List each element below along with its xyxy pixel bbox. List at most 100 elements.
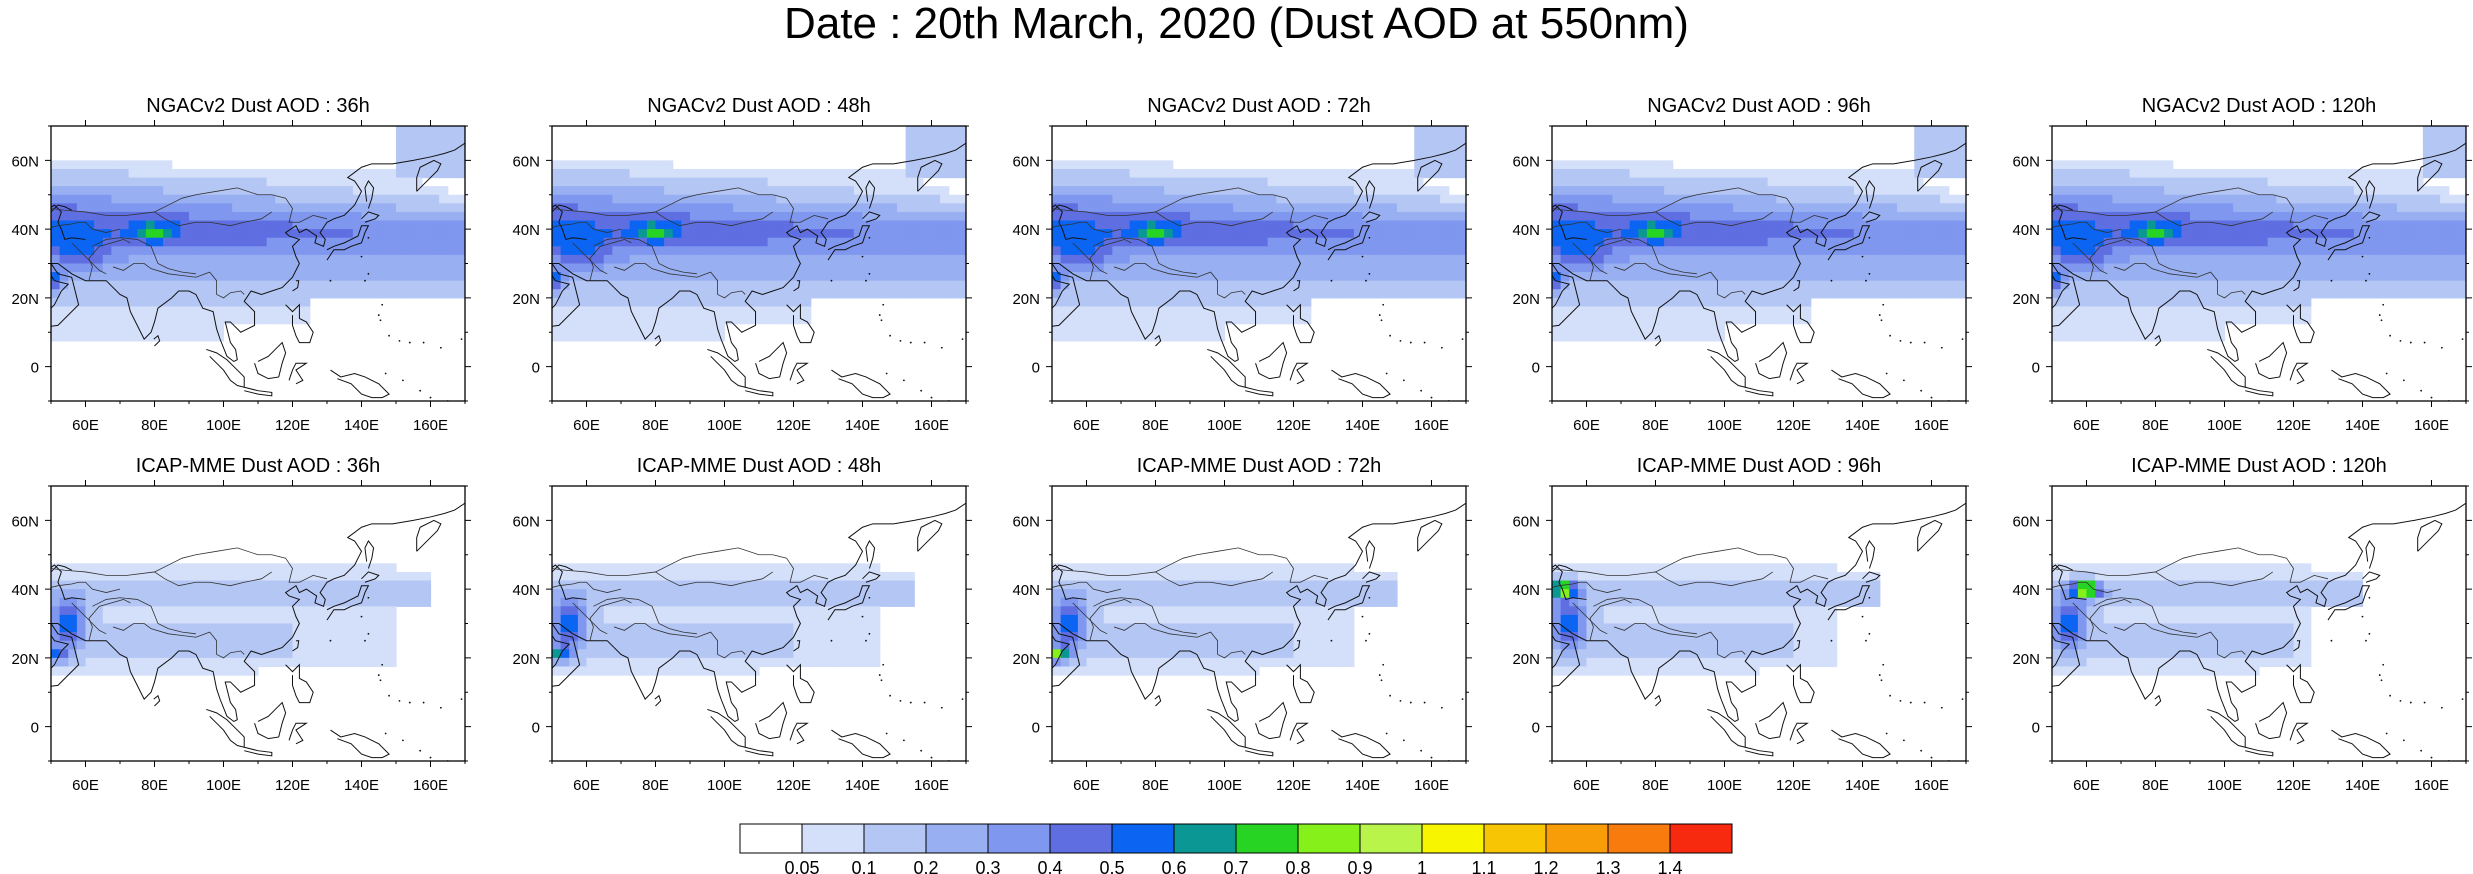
- colorbar-label: 1: [1417, 858, 1427, 874]
- colorbar-label: 0.05: [784, 858, 819, 874]
- lat-tick-label: 20N: [1012, 291, 1040, 308]
- lon-tick-label: 140E: [344, 777, 379, 794]
- lon-tick-label: 80E: [2142, 777, 2169, 794]
- lon-tick-label: 100E: [1207, 777, 1242, 794]
- panel-title: ICAP-MME Dust AOD : 72h: [1137, 455, 1382, 477]
- colorbar-box: [739, 823, 803, 854]
- lon-tick-label: 60E: [72, 417, 99, 434]
- colorbar-box: [1669, 823, 1733, 854]
- lon-tick-label: 140E: [845, 777, 880, 794]
- lon-tick-label: 120E: [1276, 417, 1311, 434]
- figure-title: Date : 20th March, 2020 (Dust AOD at 550…: [784, 0, 1689, 48]
- colorbar-box: [1173, 823, 1237, 854]
- lon-tick-label: 120E: [2276, 777, 2311, 794]
- colorbar-box: [1359, 823, 1423, 854]
- lon-tick-label: 100E: [206, 777, 241, 794]
- map-panel: 60N 40N 20N 0 60E 80E 100E 120E 140E 160E NGACv2 D…: [512, 95, 972, 434]
- lon-tick-label: 120E: [275, 417, 310, 434]
- lon-tick-label: 60E: [72, 777, 99, 794]
- panel-title: ICAP-MME Dust AOD : 36h: [136, 455, 381, 477]
- panel-title: ICAP-MME Dust AOD : 120h: [2131, 455, 2387, 477]
- lat-tick-label: 60N: [11, 153, 39, 170]
- lat-tick-label: 20N: [512, 291, 540, 308]
- panel-title: NGACv2 Dust AOD : 96h: [1647, 95, 1870, 117]
- lon-tick-label: 80E: [1142, 417, 1169, 434]
- lat-tick-label: 0: [1032, 720, 1040, 737]
- lon-tick-label: 100E: [707, 777, 742, 794]
- lat-tick-label: 60N: [1512, 153, 1540, 170]
- colorbar-label: 1.2: [1533, 858, 1558, 874]
- lon-tick-label: 100E: [2207, 417, 2242, 434]
- colorbar-label: 0.6: [1161, 858, 1186, 874]
- lat-tick-label: 20N: [11, 291, 39, 308]
- lat-tick-label: 60N: [11, 513, 39, 530]
- coastlines: [2052, 142, 2466, 401]
- lon-tick-label: 160E: [1914, 777, 1949, 794]
- lat-tick-label: 20N: [512, 651, 540, 668]
- lon-tick-label: 60E: [1073, 417, 1100, 434]
- lat-tick-label: 0: [2032, 720, 2040, 737]
- colorbar-label: 0.3: [975, 858, 1000, 874]
- lat-tick-label: 0: [1532, 360, 1540, 377]
- aod-field: [2052, 563, 2364, 676]
- panel-title: NGACv2 Dust AOD : 72h: [1147, 95, 1370, 117]
- colorbar-label: 0.1: [851, 858, 876, 874]
- colorbar-box: [801, 823, 865, 854]
- lat-tick-label: 20N: [2012, 291, 2040, 308]
- colorbar-box: [1421, 823, 1485, 854]
- lon-tick-label: 80E: [1642, 417, 1669, 434]
- aod-field: [1052, 563, 1398, 676]
- lon-tick-label: 140E: [1845, 417, 1880, 434]
- lon-tick-label: 60E: [1573, 777, 1600, 794]
- lon-tick-label: 100E: [2207, 777, 2242, 794]
- lat-tick-label: 60N: [2012, 153, 2040, 170]
- lat-tick-label: 40N: [512, 582, 540, 599]
- lon-tick-label: 140E: [845, 417, 880, 434]
- lon-tick-label: 60E: [1573, 417, 1600, 434]
- lon-tick-label: 160E: [1414, 417, 1449, 434]
- lon-tick-label: 100E: [1707, 417, 1742, 434]
- panel-title: NGACv2 Dust AOD : 36h: [146, 95, 369, 117]
- lon-tick-label: 160E: [2414, 417, 2449, 434]
- lon-tick-label: 120E: [2276, 417, 2311, 434]
- coastlines: [552, 502, 966, 761]
- coastlines: [51, 142, 465, 401]
- map-panel: 60N 40N 20N 0 60E 80E 100E 120E 140E 160E NGACv2 D…: [11, 95, 471, 434]
- lat-tick-label: 40N: [512, 222, 540, 239]
- lat-tick-label: 0: [532, 720, 540, 737]
- lon-tick-label: 120E: [1276, 777, 1311, 794]
- panel-title: ICAP-MME Dust AOD : 96h: [1637, 455, 1882, 477]
- lat-tick-label: 20N: [1512, 291, 1540, 308]
- panel-title: NGACv2 Dust AOD : 120h: [2142, 95, 2377, 117]
- lat-tick-label: 20N: [2012, 651, 2040, 668]
- aod-field: [552, 126, 966, 342]
- lat-tick-label: 0: [1532, 720, 1540, 737]
- panel-title: NGACv2 Dust AOD : 48h: [647, 95, 870, 117]
- lon-tick-label: 160E: [413, 777, 448, 794]
- map-panel: 60N 40N 20N 0 60E 80E 100E 120E 140E 160E ICAP-MME…: [1012, 455, 1472, 794]
- lon-tick-label: 60E: [2073, 777, 2100, 794]
- coastlines: [2052, 502, 2466, 761]
- colorbar-box: [1111, 823, 1175, 854]
- lon-tick-label: 120E: [275, 777, 310, 794]
- lon-tick-label: 60E: [573, 417, 600, 434]
- coastlines: [552, 142, 966, 401]
- colorbar-box: [1545, 823, 1609, 854]
- lon-tick-label: 160E: [914, 417, 949, 434]
- lon-tick-label: 80E: [141, 777, 168, 794]
- coastlines: [1552, 142, 1966, 401]
- aod-field: [51, 126, 465, 342]
- panel-title: ICAP-MME Dust AOD : 48h: [637, 455, 882, 477]
- lat-tick-label: 0: [31, 360, 39, 377]
- map-panel: 60N 40N 20N 0 60E 80E 100E 120E 140E 160E NGACv2 D…: [1012, 95, 1472, 434]
- lon-tick-label: 80E: [642, 417, 669, 434]
- coastlines: [1052, 502, 1466, 761]
- lat-tick-label: 20N: [1512, 651, 1540, 668]
- colorbar-label: 0.5: [1099, 858, 1124, 874]
- colorbar-box: [1297, 823, 1361, 854]
- lat-tick-label: 40N: [2012, 582, 2040, 599]
- lon-tick-label: 100E: [206, 417, 241, 434]
- lon-tick-label: 60E: [1073, 777, 1100, 794]
- colorbar-box: [1607, 823, 1671, 854]
- lon-tick-label: 160E: [413, 417, 448, 434]
